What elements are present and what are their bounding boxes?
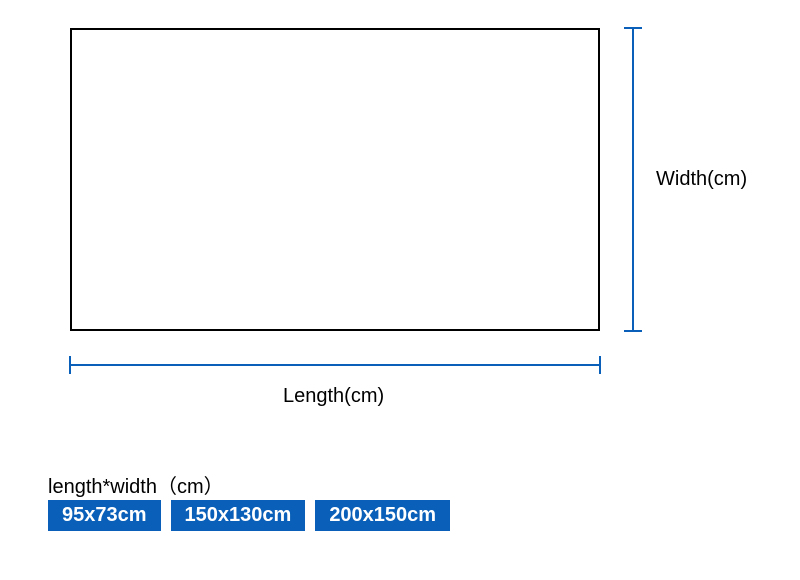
width-cap-bottom [624,330,642,332]
length-cap-right [599,356,601,374]
length-line [70,364,600,366]
size-badge: 150x130cm [171,500,306,531]
width-label: Width(cm) [656,168,747,191]
dimension-rectangle [70,28,600,331]
size-badge: 200x150cm [315,500,450,531]
size-badge: 95x73cm [48,500,161,531]
size-heading: length*width（cm） [48,470,224,499]
width-line [632,28,634,331]
size-badges-row: 95x73cm 150x130cm 200x150cm [48,500,450,531]
length-label: Length(cm) [283,385,384,408]
